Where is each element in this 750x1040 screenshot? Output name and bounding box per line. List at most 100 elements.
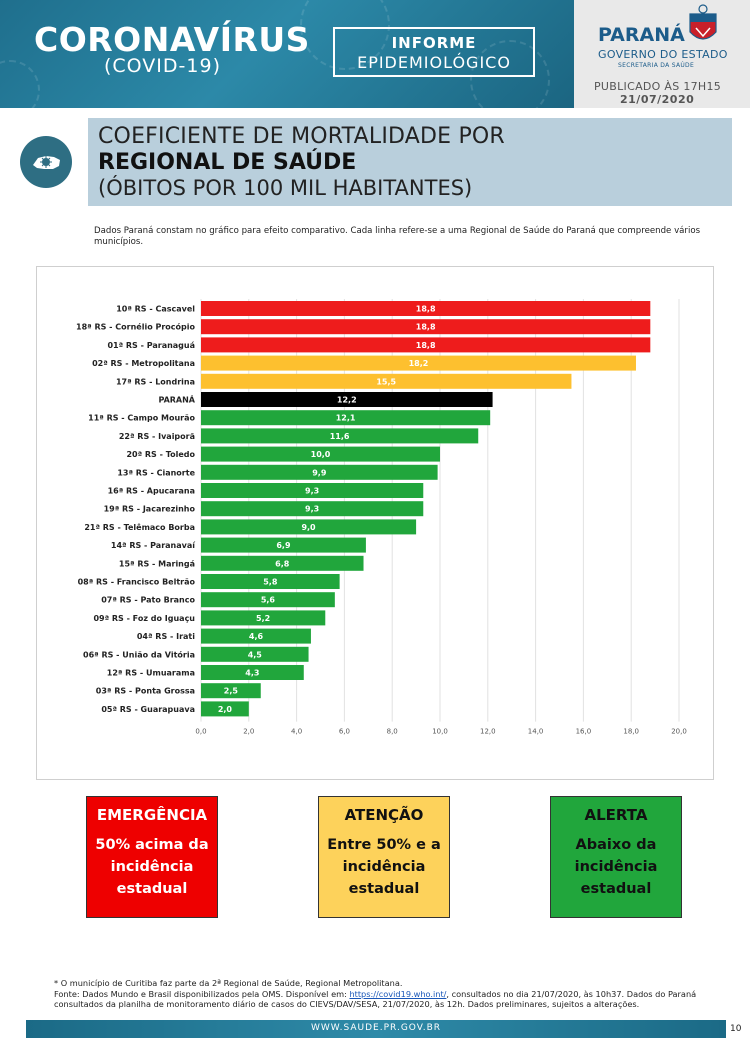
legend-alert: ALERTA Abaixo da incidência estadual (550, 796, 682, 918)
title-line3: (ÓBITOS POR 100 MIL HABITANTES) (98, 176, 473, 200)
title-line1: COEFICIENTE DE MORTALIDADE POR (98, 124, 505, 149)
bar (201, 574, 340, 589)
category-label: 07ª RS - Pato Branco (101, 596, 195, 605)
value-label: 9,9 (312, 468, 327, 477)
x-tick-label: 6,0 (339, 728, 350, 736)
category-label: PARANÁ (158, 394, 195, 405)
category-label: 04ª RS - Irati (137, 632, 195, 641)
x-tick-label: 16,0 (576, 728, 592, 736)
legend-attention-body: Entre 50% e a incidência estadual (327, 837, 441, 897)
bar (201, 592, 335, 608)
header: CORONAVÍRUS (COVID-19) INFORME EPIDEMIOL… (0, 0, 750, 108)
category-label: 14ª RS - Paranavaí (111, 541, 196, 550)
bar (201, 555, 364, 571)
x-tick-label: 14,0 (528, 728, 544, 736)
legend-alert-body: Abaixo da incidência estadual (574, 837, 658, 897)
bar (201, 628, 311, 644)
bar-chart-svg: 0,0 2,0 4,0 6,0 8,0 10,0 12,0 14,0 16,0 18,0 20,0 1… (76, 299, 687, 736)
value-label: 6,8 (275, 559, 290, 568)
value-label: 4,3 (245, 669, 259, 678)
published-time: PUBLICADO ÀS 17H15 (594, 80, 722, 93)
footnote-source: Fonte: Dados Mundo e Brasil disponibiliz… (54, 989, 714, 1010)
footnote-curitiba: * O município de Curitiba faz parte da 2… (54, 978, 403, 988)
intro-text: Dados Paraná constam no gráfico para efe… (94, 226, 701, 247)
category-label: 06ª RS - União da Vitória (83, 649, 195, 659)
value-label: 5,6 (261, 596, 276, 605)
virus-map-icon (20, 136, 72, 188)
value-label: 2,0 (218, 705, 233, 714)
category-label: 21ª RS - Telêmaco Borba (84, 522, 195, 532)
value-label: 2,5 (224, 687, 239, 696)
bar (201, 301, 651, 316)
value-label: 9,3 (305, 487, 319, 496)
category-label: 18ª RS - Cornélio Procópio (76, 322, 195, 332)
bar (201, 683, 261, 699)
bar (201, 319, 651, 335)
x-tick-label: 4,0 (291, 728, 302, 736)
informe-line1: INFORME (391, 34, 477, 52)
bar (201, 537, 366, 553)
brand-subtitle: (COVID-19) (104, 55, 221, 77)
value-label: 9,0 (301, 523, 316, 532)
value-label: 10,0 (311, 450, 331, 459)
footer-bar: WWW.SAUDE.PR.GOV.BR (26, 1020, 726, 1038)
bar (201, 464, 438, 480)
category-label: 22ª RS - Ivaiporã (119, 432, 195, 441)
value-label: 5,2 (256, 614, 270, 623)
legend-attention-title: ATENÇÃO (344, 806, 424, 824)
value-label: 18,2 (409, 359, 429, 368)
bar (201, 701, 249, 717)
category-label: 20ª RS - Toledo (126, 450, 195, 459)
value-label: 12,2 (337, 396, 357, 405)
bar (201, 501, 424, 517)
source-prefix: Fonte: Dados Mundo e Brasil disponibiliz… (54, 988, 350, 999)
published-date: 21/07/2020 (620, 93, 695, 106)
category-label: 09ª RS - Foz do Iguaçu (93, 614, 195, 623)
category-label: 08ª RS - Francisco Beltrão (78, 578, 196, 587)
x-tick-label: 2,0 (243, 728, 254, 736)
informe-badge: INFORME EPIDEMIOLÓGICO (333, 27, 535, 77)
header-banner: CORONAVÍRUS (COVID-19) INFORME EPIDEMIOL… (0, 0, 574, 108)
category-label: 05ª RS - Guarapuava (101, 705, 195, 714)
category-label: 16ª RS - Apucarana (108, 487, 195, 496)
x-tick-label: 10,0 (432, 728, 448, 736)
bar (201, 373, 572, 389)
bar (201, 392, 493, 407)
bar (201, 355, 636, 371)
value-label: 15,5 (376, 377, 396, 386)
bar (201, 519, 417, 535)
category-label: 10ª RS - Cascavel (116, 305, 195, 314)
brand-title: CORONAVÍRUS (34, 20, 310, 59)
government-line: GOVERNO DO ESTADO (598, 48, 728, 61)
who-link[interactable]: https://covid19.who.int/ (349, 988, 447, 999)
value-label: 6,9 (276, 541, 291, 550)
value-label: 4,5 (248, 650, 263, 659)
x-tick-label: 20,0 (671, 728, 687, 736)
value-label: 9,3 (305, 505, 319, 514)
coat-of-arms-icon (689, 4, 717, 40)
category-label: 12ª RS - Umuarama (107, 669, 195, 678)
bar (201, 428, 479, 444)
page-number: 10 (730, 1024, 742, 1034)
category-label: 17ª RS - Londrina (116, 377, 195, 386)
footnotes: * O município de Curitiba faz parte da 2… (54, 978, 714, 1010)
government-panel: PARANÁ GOVERNO DO ESTADO SECRETARIA DA S… (574, 0, 750, 108)
category-label: 01ª RS - Paranaguá (107, 341, 195, 350)
bar (201, 665, 304, 680)
value-label: 18,8 (416, 323, 436, 332)
category-label: 15ª RS - Maringá (119, 559, 195, 568)
government-name: PARANÁ (598, 24, 685, 46)
x-tick-label: 12,0 (480, 728, 496, 736)
legend-emergency-body: 50% acima da incidência estadual (95, 837, 209, 897)
value-label: 4,6 (249, 632, 264, 641)
bar (201, 610, 326, 626)
legend-emergency-title: EMERGÊNCIA (96, 806, 208, 824)
informe-line2: EPIDEMIOLÓGICO (357, 53, 511, 72)
page-title: COEFICIENTE DE MORTALIDADE POR REGIONAL … (88, 118, 732, 206)
value-label: 18,8 (416, 341, 436, 350)
legend-attention: ATENÇÃO Entre 50% e a incidência estadua… (318, 796, 450, 918)
category-label: 19ª RS - Jacarezinho (104, 505, 196, 514)
category-label: 11ª RS - Campo Mourão (88, 414, 195, 423)
footer-url[interactable]: WWW.SAUDE.PR.GOV.BR (310, 1023, 442, 1033)
value-label: 5,8 (263, 578, 278, 587)
